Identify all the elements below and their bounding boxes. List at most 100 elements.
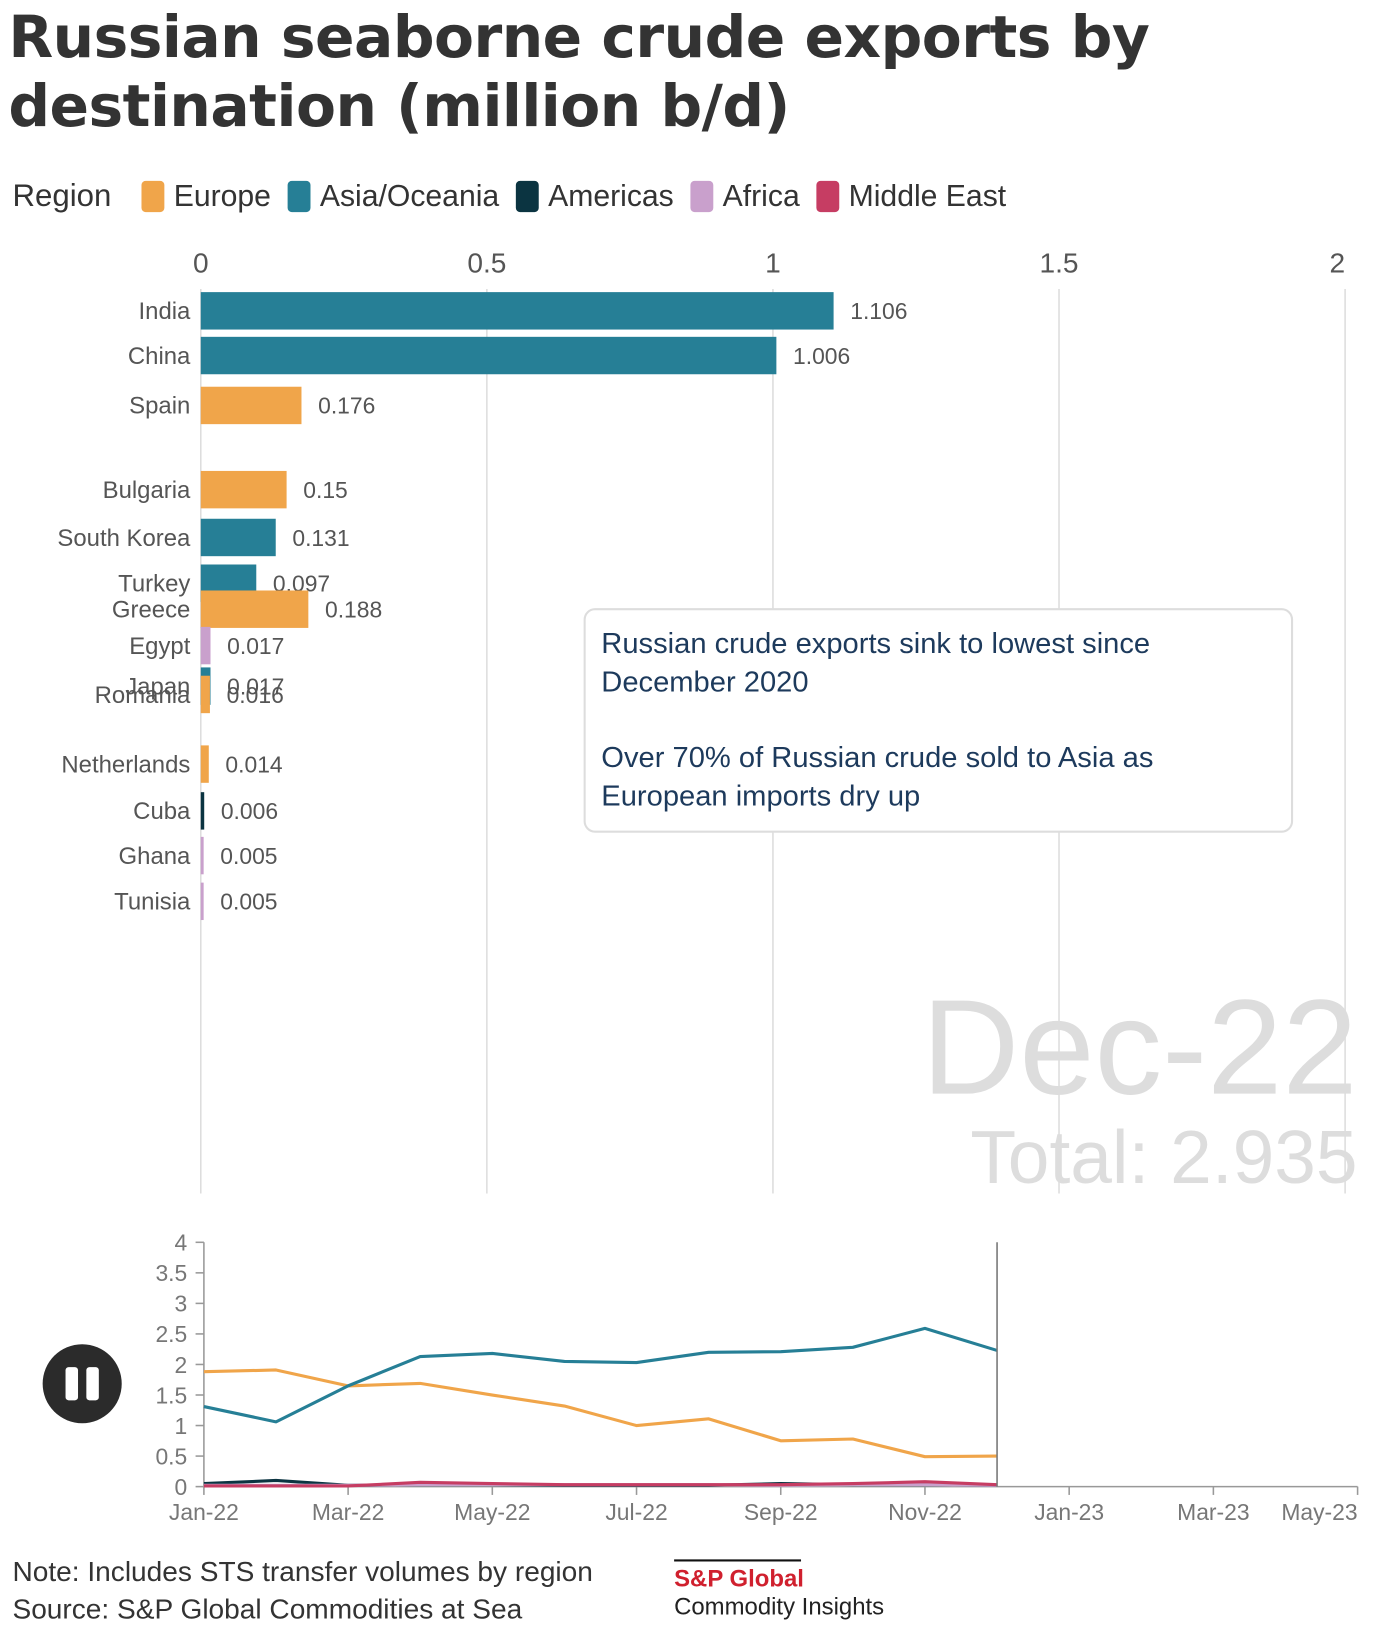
legend-title: Region [12, 178, 111, 213]
bar [200, 675, 210, 714]
spacer [601, 701, 1277, 738]
value-label: 0.016 [227, 682, 284, 708]
value-label: 0.188 [325, 597, 382, 623]
y-tick-label: Tunisia [114, 889, 191, 916]
annotation-line: Over 70% of Russian crude sold to Asia a… [601, 741, 1154, 812]
value-label: 0.005 [220, 889, 277, 915]
y-tick-label: Netherlands [61, 751, 190, 778]
annotation-box [583, 608, 1294, 833]
x-tick-label: Jan-22 [169, 1499, 239, 1525]
bar [200, 518, 276, 557]
legend-swatch [141, 180, 165, 213]
annotation: Russian crude exports sink to lowest sin… [583, 608, 1294, 833]
legend-label: Middle East [849, 180, 1007, 213]
legend-swatch [690, 180, 714, 213]
y-tick-label: 2 [175, 1352, 188, 1378]
value-label: 0.131 [292, 525, 349, 551]
x-tick-label: Nov-22 [888, 1499, 962, 1525]
legend-label: Americas [548, 180, 674, 213]
x-tick-label: Jan-23 [1034, 1499, 1104, 1525]
y-tick-label: Greece [112, 597, 190, 624]
y-tick-label: Egypt [129, 633, 191, 660]
annotation-content: Russian crude exports sink to lowest sin… [601, 624, 1277, 815]
y-tick-label: China [128, 343, 191, 370]
legend-swatch [515, 180, 539, 213]
value-label: 0.176 [318, 393, 375, 419]
bar [200, 626, 211, 665]
legend-swatch [816, 180, 840, 213]
y-tick-label: 3.5 [155, 1260, 187, 1286]
x-tick-label: Mar-23 [1177, 1499, 1249, 1525]
bar [200, 792, 205, 830]
chart-title: Russian seaborne crude exports by destin… [8, 4, 1150, 141]
y-tick-label: Cuba [133, 798, 191, 825]
pause-button[interactable] [42, 1344, 122, 1424]
bar [200, 882, 204, 921]
total-label: Total: 2.935 [970, 1115, 1357, 1199]
title-box: Russian seaborne crude exports by destin… [8, 4, 1150, 141]
bar [200, 745, 209, 783]
value-label: 0.017 [227, 673, 284, 699]
x-tick-label: Sep-22 [744, 1499, 818, 1525]
source: Source: S&P Global Commodities at Sea [12, 1594, 522, 1625]
bar [200, 386, 302, 425]
x-tick-label: 1 [765, 247, 781, 278]
series-line [203, 1480, 998, 1488]
legend-swatch [287, 180, 311, 213]
value-label: 0.005 [220, 843, 277, 869]
series-line [203, 1368, 998, 1459]
x-tick-label: May-22 [454, 1499, 530, 1525]
y-tick-label: 1.5 [155, 1382, 187, 1408]
x-tick-label: Mar-22 [312, 1499, 384, 1525]
y-tick-label: 0 [175, 1474, 188, 1500]
y-tick-label: Turkey [118, 571, 190, 598]
bar-chart: 0 0.5 1 1.5 2 India 1.106 China 1.006 Spain 0.176 B… [57, 247, 1346, 1194]
value-label: 0.006 [221, 798, 278, 824]
value-label: 1.006 [793, 343, 850, 369]
total-text: Total: [970, 1115, 1149, 1199]
x-tick-label: 0.5 [467, 247, 506, 278]
x-tick-label: May-23 [1281, 1499, 1357, 1525]
y-tick-label: Romania [95, 682, 191, 709]
x-tick-label: 0 [193, 247, 209, 278]
legend-label: Africa [723, 180, 800, 213]
legend-label: Asia/Oceania [320, 180, 500, 213]
y-tick-label: 4 [175, 1230, 188, 1256]
bar [200, 470, 287, 509]
bar [200, 292, 834, 330]
value-label: 0.15 [303, 477, 348, 503]
pause-bar[interactable] [86, 1367, 99, 1401]
value-label: 1.106 [850, 298, 907, 324]
y-tick-label: Bulgaria [103, 477, 191, 504]
y-tick-label: 3 [175, 1291, 188, 1317]
annotation-text: Russian crude exports sink to lowest sin… [601, 624, 1277, 815]
note: Note: Includes STS transfer volumes by r… [12, 1556, 592, 1587]
value-label: 0.014 [225, 751, 283, 777]
x-tick-label: 2 [1329, 247, 1345, 278]
y-tick-label: 1 [175, 1413, 188, 1439]
annotation-line: Russian crude exports sink to lowest sin… [601, 626, 1151, 698]
bar [200, 590, 309, 628]
legend-label: Europe [174, 180, 271, 213]
y-tick-label: South Korea [57, 525, 191, 552]
pause-circle[interactable] [42, 1344, 122, 1424]
x-tick-label: 1.5 [1040, 247, 1079, 278]
value-label: 0.017 [227, 633, 284, 659]
bar [200, 836, 204, 875]
y-tick-label: Japan [125, 673, 190, 700]
y-tick-label: India [139, 298, 192, 325]
x-tick-label: Jul-22 [605, 1499, 667, 1525]
logo-brand: S&P Global [674, 1565, 804, 1592]
total-value: 2.935 [1170, 1115, 1357, 1199]
series-line [203, 1326, 998, 1424]
y-tick-label: Spain [129, 393, 190, 420]
y-tick-label: 2.5 [155, 1321, 187, 1347]
pause-bar[interactable] [65, 1367, 79, 1401]
period-label: Dec-22 [922, 972, 1358, 1123]
logo-tagline: Commodity Insights [674, 1593, 884, 1620]
y-tick-label: 0.5 [155, 1443, 187, 1469]
bar [200, 336, 777, 375]
chart-title: Russian seaborne crude exports by destin… [8, 4, 1150, 141]
